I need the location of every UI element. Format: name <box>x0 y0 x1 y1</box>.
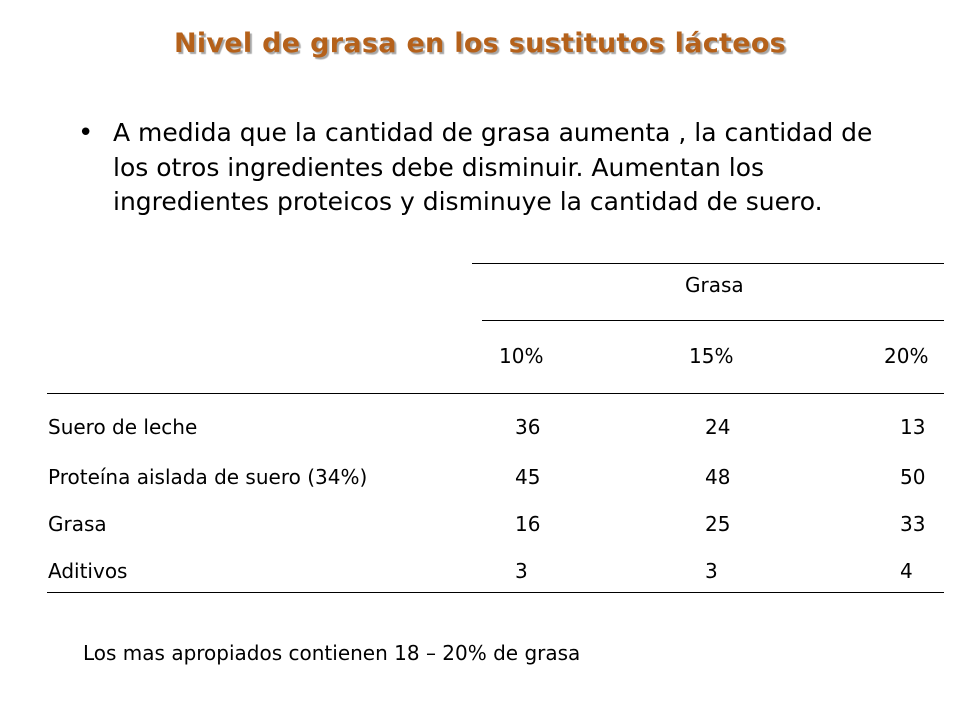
slide-title: Nivel de grasa en los sustitutos lácteos <box>173 28 787 59</box>
column-header-15: 15% <box>689 344 734 368</box>
row-value: 36 <box>515 415 541 439</box>
group-header: Grasa <box>685 273 744 297</box>
row-value: 45 <box>515 465 541 489</box>
row-label: Proteína aislada de suero (34%) <box>48 465 368 489</box>
footnote: Los mas apropiados contienen 18 – 20% de… <box>83 641 581 665</box>
row-value: 3 <box>705 559 718 583</box>
table-bottom-rule <box>47 592 944 593</box>
row-label: Aditivos <box>48 559 128 583</box>
row-label: Grasa <box>48 512 107 536</box>
group-header-rule <box>482 320 944 321</box>
row-value: 16 <box>515 512 541 536</box>
row-value: 3 <box>515 559 528 583</box>
row-value: 4 <box>900 559 913 583</box>
table-top-rule <box>472 263 944 264</box>
row-label: Suero de leche <box>48 415 198 439</box>
row-value: 13 <box>900 415 926 439</box>
row-value: 24 <box>705 415 731 439</box>
bullet-marker: • <box>78 118 94 148</box>
column-header-10: 10% <box>499 344 544 368</box>
row-value: 50 <box>900 465 926 489</box>
header-bottom-rule <box>47 393 944 394</box>
column-header-20: 20% <box>884 344 929 368</box>
row-value: 33 <box>900 512 926 536</box>
bullet-text: A medida que la cantidad de grasa aument… <box>113 118 873 216</box>
row-value: 48 <box>705 465 731 489</box>
row-value: 25 <box>705 512 731 536</box>
